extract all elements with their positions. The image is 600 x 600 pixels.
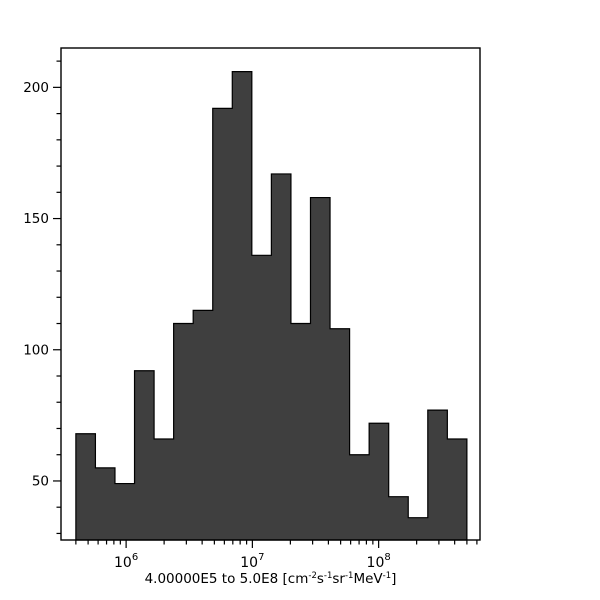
- y-axis-tick-label: 200: [23, 80, 49, 96]
- plot-area: [60, 47, 481, 541]
- y-axis-tick-label: 50: [32, 473, 49, 489]
- histogram-bars: [75, 71, 468, 541]
- x-axis-title: 4.00000E5 to 5.0E8 [cm-2s-1sr-1MeV-1]: [145, 571, 397, 587]
- y-axis-tick-label: 150: [23, 211, 49, 227]
- y-axis-tick-label: 100: [23, 342, 49, 358]
